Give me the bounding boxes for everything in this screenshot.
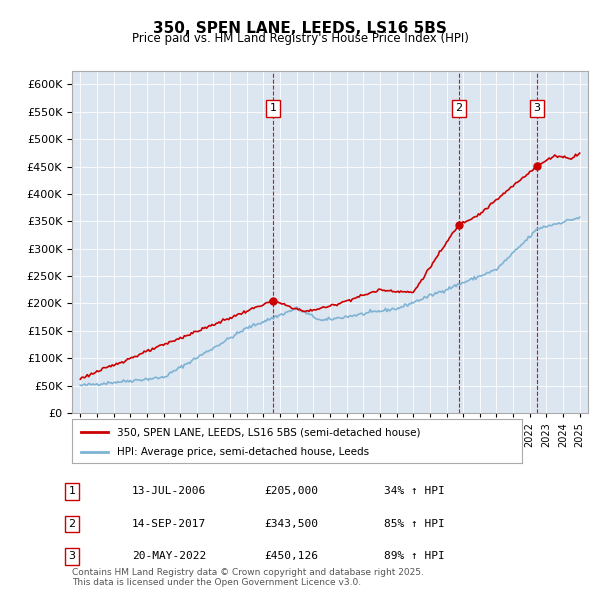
Text: £205,000: £205,000: [264, 487, 318, 496]
Point: [454, 220, 464, 230]
Text: 3: 3: [68, 552, 76, 561]
Text: Price paid vs. HM Land Registry's House Price Index (HPI): Price paid vs. HM Land Registry's House …: [131, 32, 469, 45]
Text: 20-MAY-2022: 20-MAY-2022: [132, 552, 206, 561]
Point: [532, 162, 541, 171]
Text: 13-JUL-2006: 13-JUL-2006: [132, 487, 206, 496]
Text: 14-SEP-2017: 14-SEP-2017: [132, 519, 206, 529]
Text: 350, SPEN LANE, LEEDS, LS16 5BS (semi-detached house): 350, SPEN LANE, LEEDS, LS16 5BS (semi-de…: [117, 427, 421, 437]
Text: 89% ↑ HPI: 89% ↑ HPI: [384, 552, 445, 561]
Text: Contains HM Land Registry data © Crown copyright and database right 2025.
This d: Contains HM Land Registry data © Crown c…: [72, 568, 424, 587]
Text: 34% ↑ HPI: 34% ↑ HPI: [384, 487, 445, 496]
Text: 1: 1: [269, 103, 277, 113]
Text: £343,500: £343,500: [264, 519, 318, 529]
Text: HPI: Average price, semi-detached house, Leeds: HPI: Average price, semi-detached house,…: [117, 447, 369, 457]
Text: 85% ↑ HPI: 85% ↑ HPI: [384, 519, 445, 529]
Text: 3: 3: [533, 103, 540, 113]
Text: 2: 2: [455, 103, 463, 113]
Text: 350, SPEN LANE, LEEDS, LS16 5BS: 350, SPEN LANE, LEEDS, LS16 5BS: [153, 21, 447, 35]
Text: £450,126: £450,126: [264, 552, 318, 561]
Text: 2: 2: [68, 519, 76, 529]
Text: 1: 1: [68, 487, 76, 496]
Point: [268, 296, 278, 306]
